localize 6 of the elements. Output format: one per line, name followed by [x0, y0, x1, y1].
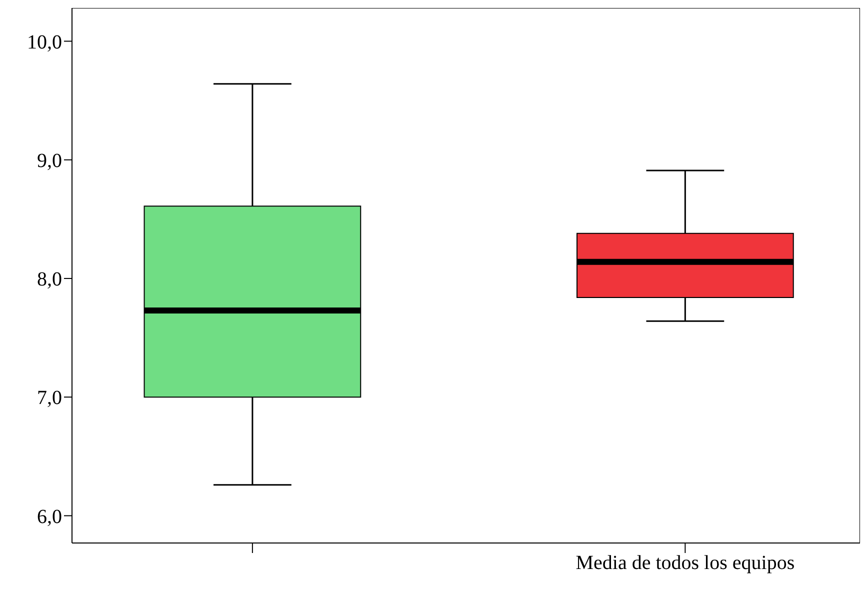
y-tick-label: 9,0	[37, 150, 62, 172]
y-tick-label: 6,0	[37, 506, 62, 528]
y-tick-label: 8,0	[37, 268, 62, 291]
y-tick-label: 7,0	[37, 387, 62, 410]
y-tick-label: 10,0	[27, 31, 62, 54]
x-tick-label: Media de todos los equipos	[576, 552, 795, 574]
